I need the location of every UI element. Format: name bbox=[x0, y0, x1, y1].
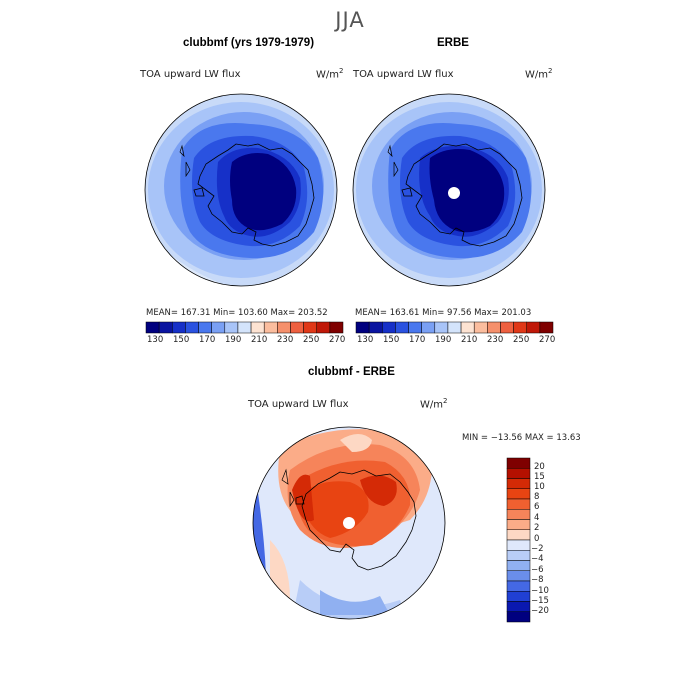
colorbar-swatch bbox=[172, 321, 186, 334]
tick-label: 190 bbox=[435, 335, 452, 345]
colorbar-swatch bbox=[198, 321, 212, 334]
colorbar-swatch bbox=[408, 321, 422, 334]
tick-label: 150 bbox=[383, 335, 400, 345]
pole-hole bbox=[448, 187, 460, 199]
tick-label: 190 bbox=[225, 335, 242, 345]
colorbar-swatch bbox=[303, 321, 317, 334]
colorbar-swatch bbox=[539, 321, 554, 334]
tick-label: 4 bbox=[534, 513, 540, 523]
colorbar-swatch bbox=[382, 321, 396, 334]
diff-units-label: W/m2 bbox=[420, 397, 448, 411]
colorbar-swatch bbox=[460, 321, 475, 334]
tick-label: 8 bbox=[534, 492, 540, 502]
diff-title: clubbmf - ERBE bbox=[308, 366, 395, 378]
colorbar-swatch bbox=[506, 591, 531, 602]
colorbar-swatch bbox=[395, 321, 409, 334]
variable-label-model: TOA upward LW flux bbox=[140, 69, 241, 80]
tick-label: −15 bbox=[531, 596, 549, 606]
units-label-model: W/m2 bbox=[316, 67, 344, 81]
stats-obs: MEAN= 163.61 Min= 97.56 Max= 201.03 bbox=[355, 308, 532, 318]
colorbar-swatch bbox=[250, 321, 265, 334]
colorbar-swatch bbox=[506, 509, 531, 520]
colorbar-swatch bbox=[421, 321, 436, 334]
pole-hole bbox=[343, 517, 355, 529]
panel-title-obs: ERBE bbox=[437, 37, 469, 49]
tick-label: 15 bbox=[534, 472, 545, 482]
colorbar-swatch bbox=[506, 539, 531, 551]
tick-label: −2 bbox=[531, 544, 544, 554]
panel-title-model: clubbmf (yrs 1979-1979) bbox=[183, 37, 315, 49]
tick-label: −6 bbox=[531, 565, 544, 575]
colorbar-swatch bbox=[526, 321, 541, 334]
tick-label: 150 bbox=[173, 335, 190, 345]
tick-label: 250 bbox=[513, 335, 530, 345]
colorbar-swatch bbox=[211, 321, 226, 334]
colorbar-swatch bbox=[355, 321, 370, 334]
colorbar-swatch bbox=[145, 321, 160, 334]
colorbar-swatch bbox=[329, 321, 344, 334]
tick-label: 250 bbox=[303, 335, 320, 345]
tick-label: 130 bbox=[357, 335, 374, 345]
units-label-obs: W/m2 bbox=[525, 67, 553, 81]
season-title: JJA bbox=[335, 8, 365, 32]
colorbar-swatch bbox=[290, 321, 304, 334]
colorbar-swatch bbox=[506, 570, 531, 582]
variable-label-obs: TOA upward LW flux bbox=[353, 69, 454, 80]
colorbar-swatch bbox=[513, 321, 527, 334]
tick-label: 270 bbox=[329, 335, 346, 345]
colorbar-swatch bbox=[506, 611, 531, 623]
colorbar-swatch bbox=[224, 321, 239, 334]
colorbar-swatch bbox=[473, 321, 488, 334]
colorbar-obs bbox=[355, 321, 554, 334]
colorbar-swatch bbox=[500, 321, 514, 334]
tick-label: −4 bbox=[531, 554, 544, 564]
colorbar-swatch bbox=[506, 550, 531, 561]
tick-label: 6 bbox=[534, 502, 540, 512]
colorbar-swatch bbox=[506, 468, 531, 479]
tick-label: 270 bbox=[539, 335, 556, 345]
tick-label: −20 bbox=[531, 606, 549, 616]
colorbar-swatch bbox=[316, 321, 331, 334]
colorbar-swatch bbox=[277, 321, 291, 334]
colorbar-swatch bbox=[506, 580, 531, 592]
tick-label: 170 bbox=[199, 335, 216, 345]
stats-model: MEAN= 167.31 Min= 103.60 Max= 203.52 bbox=[146, 308, 328, 318]
colorbar-swatch bbox=[506, 457, 531, 469]
colorbar-swatch bbox=[487, 321, 501, 334]
tick-label: 210 bbox=[251, 335, 268, 345]
colorbar-swatch bbox=[506, 560, 531, 571]
colorbar-swatch bbox=[368, 321, 383, 334]
colorbar-swatch bbox=[237, 321, 252, 334]
tick-label: 230 bbox=[277, 335, 294, 345]
tick-label: −8 bbox=[531, 575, 544, 585]
map-diff-panel bbox=[253, 427, 445, 619]
tick-label: 0 bbox=[534, 534, 540, 544]
colorbar-swatch bbox=[506, 478, 531, 489]
tick-label: 210 bbox=[461, 335, 478, 345]
colorbar-swatch bbox=[434, 321, 449, 334]
colorbar-diff bbox=[506, 457, 531, 623]
tick-label: 20 bbox=[534, 462, 545, 472]
tick-label: 170 bbox=[409, 335, 426, 345]
colorbar-swatch bbox=[447, 321, 462, 334]
colorbar-swatch bbox=[185, 321, 199, 334]
colorbar-swatch bbox=[506, 601, 531, 612]
colorbar-swatch bbox=[506, 488, 531, 500]
tick-label: 2 bbox=[534, 523, 540, 533]
tick-label: −10 bbox=[531, 586, 549, 596]
map-obs-panel bbox=[353, 94, 545, 286]
colorbar-swatch bbox=[263, 321, 278, 334]
tick-label: 10 bbox=[534, 482, 545, 492]
diff-stats: MIN = −13.56 MAX = 13.63 bbox=[462, 433, 581, 443]
colorbar-model bbox=[145, 321, 344, 334]
tick-label: 130 bbox=[147, 335, 164, 345]
tick-label: 230 bbox=[487, 335, 504, 345]
diff-variable-label: TOA upward LW flux bbox=[248, 399, 349, 410]
colorbar-swatch bbox=[158, 321, 173, 334]
map-model-panel bbox=[145, 94, 337, 286]
colorbar-swatch bbox=[506, 529, 531, 541]
colorbar-swatch bbox=[506, 498, 531, 510]
colorbar-swatch bbox=[506, 519, 531, 530]
